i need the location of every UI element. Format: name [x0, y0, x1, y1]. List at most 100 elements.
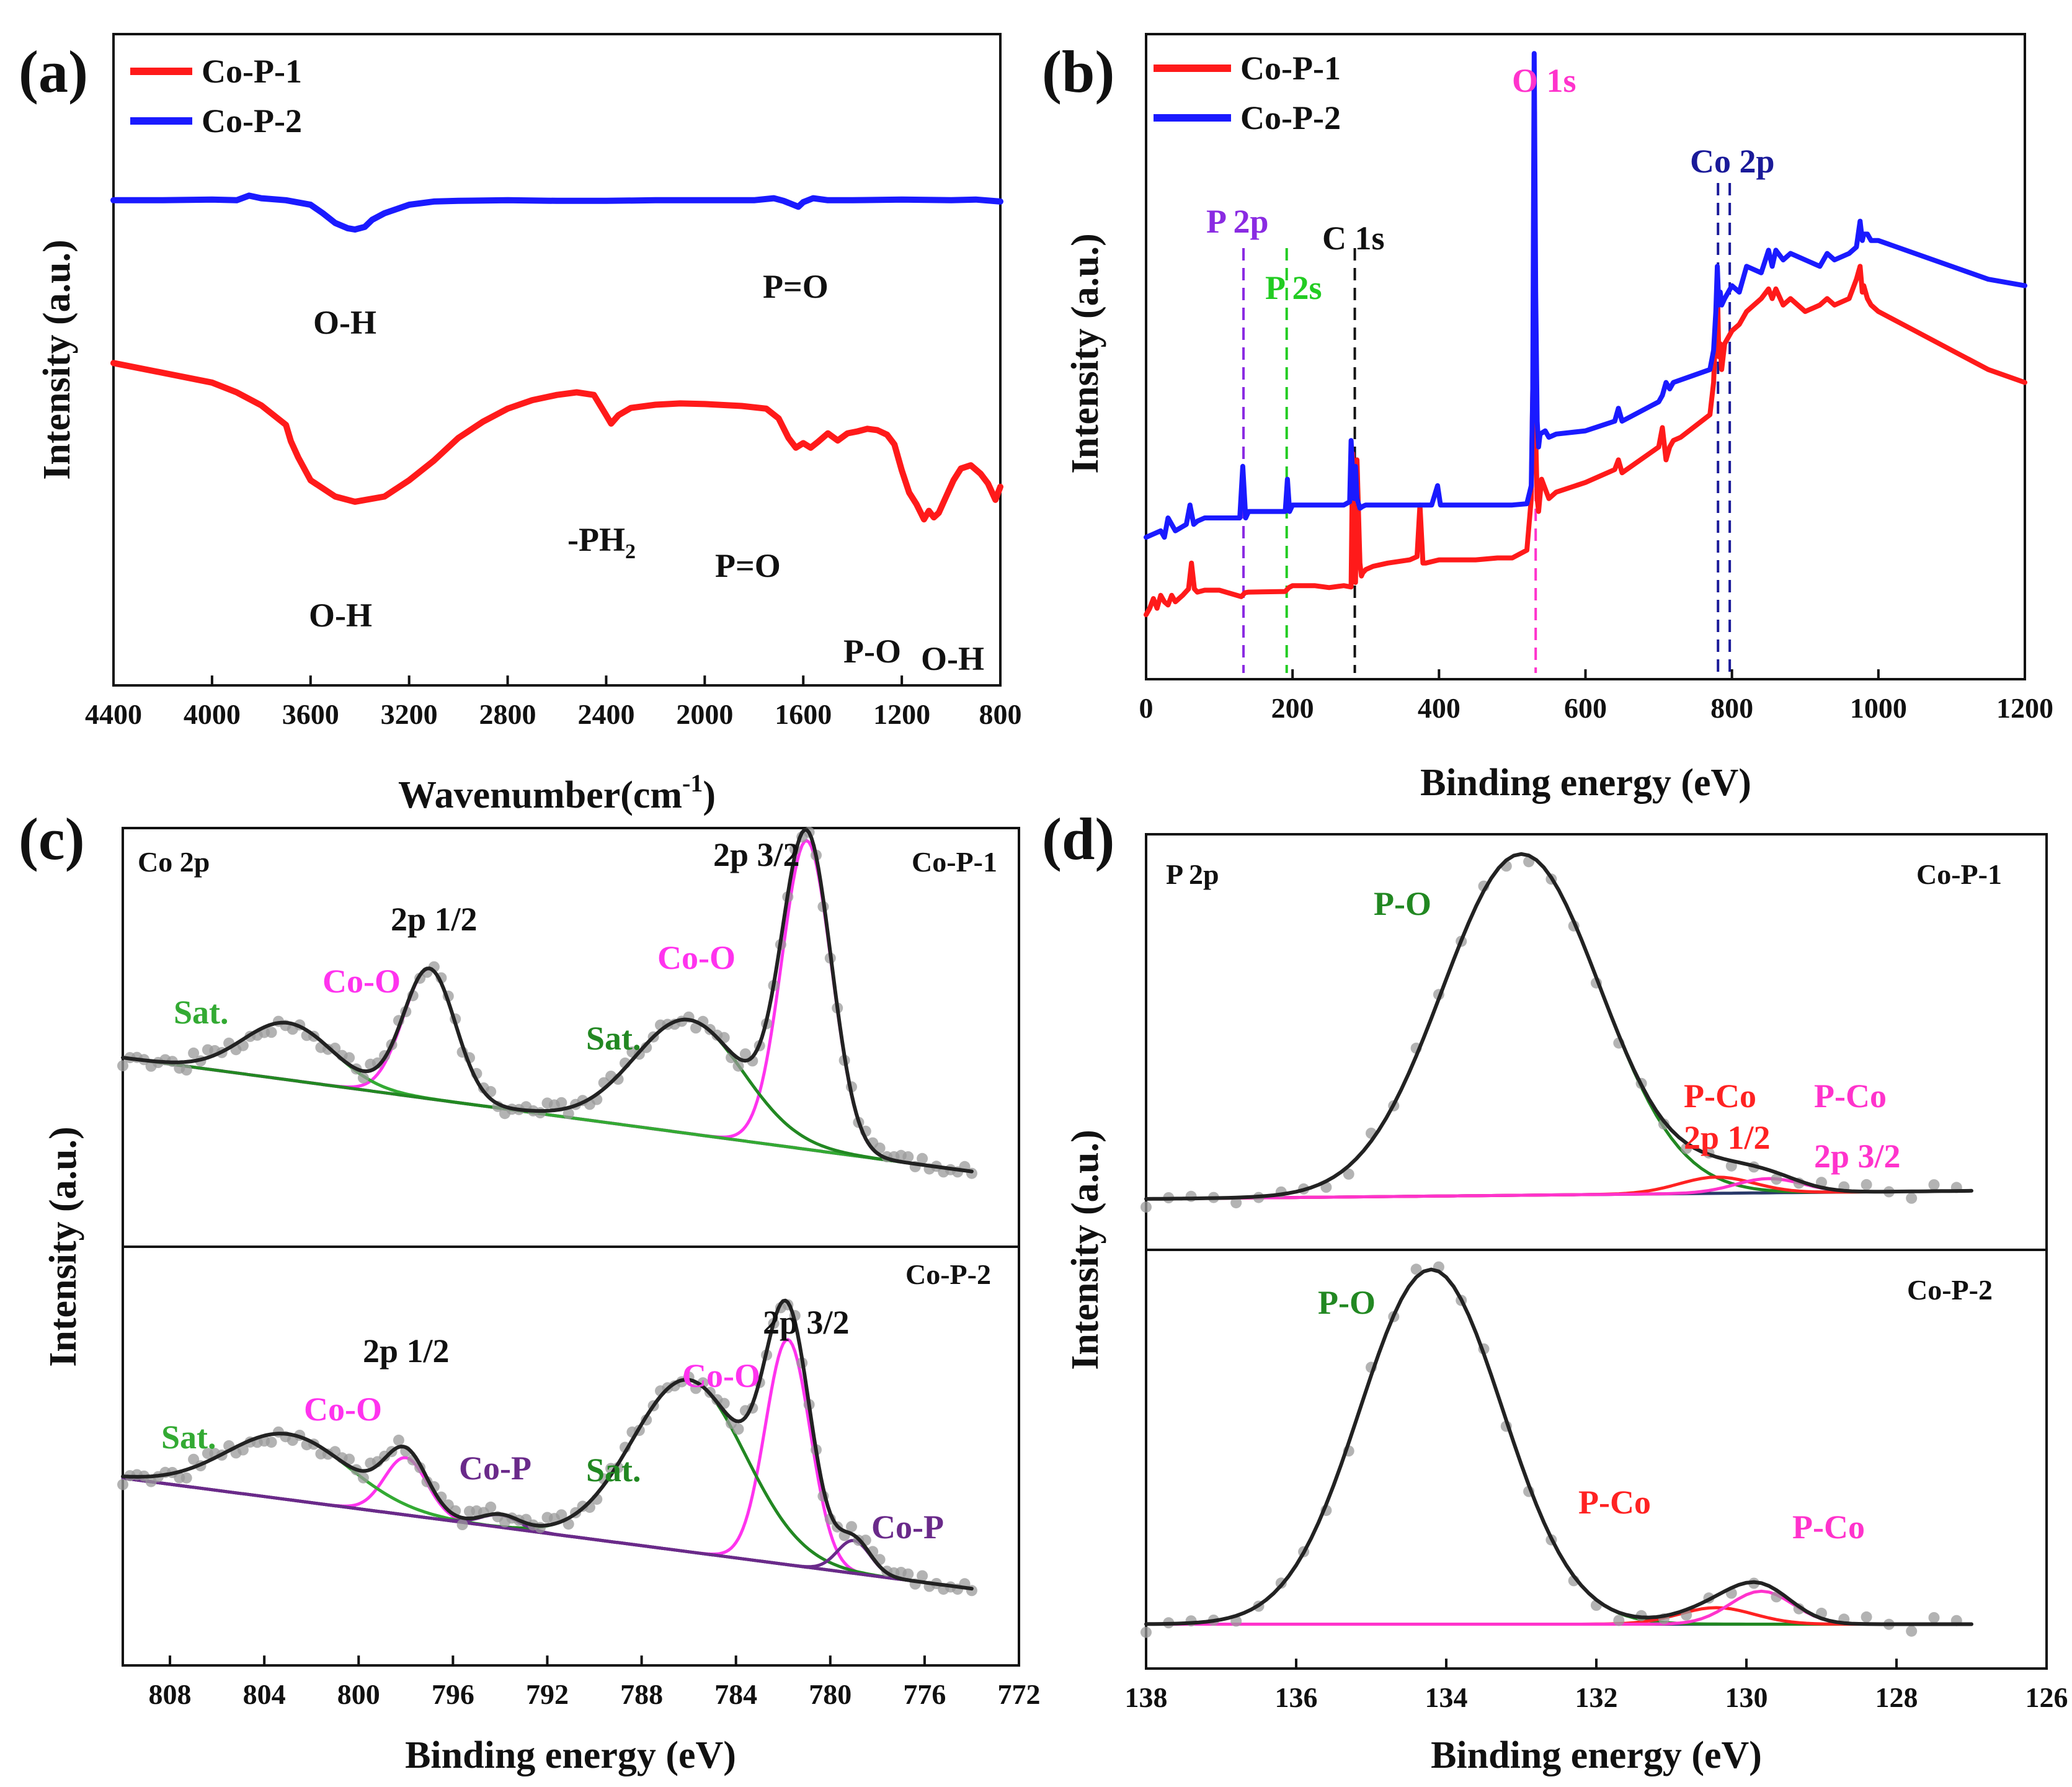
panel-a-x-tick-label-800: 800: [979, 698, 1022, 730]
panel-c-letter: (c): [19, 806, 85, 872]
panel-c-cop-1: Co-P: [459, 1450, 531, 1487]
panel-c-x-ticks: 808 804 800 796 792 788 784 780 776 772: [149, 1656, 1041, 1710]
legend-label-co-p-1-b: Co-P-1: [1240, 50, 1341, 87]
panel-d-po-bottom: P-O: [1318, 1284, 1376, 1321]
panel-b-peak-markers: [1242, 112, 1732, 673]
panel-d-pco2b-top: 2p 3/2: [1814, 1138, 1901, 1175]
panel-c-region-label: Co 2p: [138, 846, 210, 878]
panel-c-raw-data-0: [117, 826, 977, 1179]
panel-c-component-0-0: [121, 967, 974, 1174]
panel-c-sat-2-bottom: Sat.: [586, 1451, 641, 1489]
panel-c-x-tick-label-776: 776: [903, 1678, 946, 1710]
panel-d-data-point: [1906, 1192, 1918, 1204]
panel-c: (c) 808 804 800 796 792 788 784 780 776 772 Co 2p…: [19, 806, 1041, 1776]
panel-c-data-point: [732, 1424, 744, 1435]
panel-d-pco2-bottom: P-Co: [1792, 1508, 1865, 1546]
panel-c-x-tick-label-808: 808: [149, 1678, 192, 1710]
panel-c-component-1-2: [121, 1432, 974, 1590]
panel-c-data-point: [690, 1022, 701, 1034]
panel-c-data-point: [265, 1027, 277, 1038]
annotation-oh-red-2: O-H: [921, 640, 984, 677]
panel-c-x-axis-title: Binding energy (eV): [405, 1734, 736, 1776]
panel-c-component-1-5: [121, 1476, 974, 1590]
panel-c-coo-1-top: Co-O: [322, 963, 401, 1000]
panel-d-y-axis-title: Intensity (a.u.): [1064, 1130, 1106, 1370]
panel-d-po-top: P-O: [1374, 885, 1431, 922]
panel-d-envelope-1: [1144, 1267, 1973, 1626]
panel-b-x-tick-label-0: 0: [1139, 692, 1154, 724]
panel-c-2p12-top: 2p 1/2: [391, 901, 478, 938]
panel-d-data-point: [1928, 1179, 1940, 1191]
annotation-po-blue: P=O: [763, 268, 829, 305]
panel-c-sat-1-top: Sat.: [174, 994, 229, 1031]
panel-c-data-point: [117, 1479, 128, 1491]
panel-c-envelope-1: [121, 1298, 974, 1591]
panel-c-component-0-3: [121, 1018, 974, 1174]
panel-a: (a) 4400 4000 3600 3200 2800 2400 2000 1600 1200…: [19, 33, 1022, 816]
panel-d-x-tick-label-132: 132: [1575, 1682, 1618, 1713]
annotation-ph2: -PH2: [567, 521, 636, 563]
marker-label-p-2p: P 2p: [1206, 203, 1269, 240]
panel-d-data-point: [1613, 1615, 1625, 1626]
panel-d-data-point: [1343, 1168, 1354, 1180]
panel-d-data-point: [1410, 1263, 1422, 1275]
panel-c-envelope-0: [121, 827, 974, 1174]
panel-c-component-1-1: [121, 1338, 974, 1590]
series-line-b-co-p-1: [1144, 264, 2027, 617]
panel-a-x-tick-label-2400: 2400: [577, 698, 634, 730]
panel-d-data-point: [1928, 1612, 1940, 1623]
panel-c-2p32-bottom: 2p 3/2: [763, 1304, 850, 1341]
marker-label-c-1s: C 1s: [1322, 220, 1385, 257]
panel-c-2p32-top: 2p 3/2: [713, 836, 800, 873]
annotation-oh-blue: O-H: [313, 304, 376, 341]
panel-d-data-point: [1140, 1626, 1152, 1638]
panel-c-data-point: [180, 1472, 192, 1484]
panel-d-letter: (d): [1042, 806, 1114, 872]
panel-c-data-point: [902, 1568, 914, 1580]
panel-c-x-tick-label-780: 780: [809, 1678, 851, 1710]
panel-d-x-tick-label-128: 128: [1875, 1682, 1918, 1713]
panel-d-pco2-top: P-Co: [1814, 1077, 1887, 1115]
marker-label-p-2s: P 2s: [1265, 269, 1322, 306]
panel-d-x-tick-label-130: 130: [1725, 1682, 1768, 1713]
panel-c-data-point: [265, 1437, 277, 1448]
marker-label-co-2p: Co 2p: [1690, 143, 1775, 180]
panel-a-letter: (a): [19, 38, 88, 105]
panel-c-plot-area: [117, 826, 977, 1597]
panel-d-x-tick-label-136: 136: [1275, 1682, 1318, 1713]
panel-c-data-point: [357, 1472, 369, 1484]
panel-c-cop-2: Co-P: [871, 1508, 944, 1546]
series-line-co-p-2: [110, 192, 1003, 233]
panel-d-x-axis-title: Binding energy (eV): [1431, 1734, 1762, 1776]
panel-d-region-label: P 2p: [1166, 858, 1219, 890]
panel-d-pco1b-top: 2p 1/2: [1684, 1119, 1771, 1156]
panel-a-x-ticks: 4400 4000 3600 3200 2800 2400 2000 1600 1200 800: [85, 675, 1022, 730]
panel-c-2p12-bottom: 2p 1/2: [363, 1332, 450, 1370]
panel-c-data-point: [456, 1519, 468, 1530]
panel-b-x-tick-label-200: 200: [1271, 692, 1314, 724]
panel-d: (d) 138 136 134 132 130 128 126 P 2p Co-P-1 P-…: [1042, 806, 2068, 1776]
panel-c-data-point: [739, 1048, 751, 1060]
panel-c-x-tick-label-792: 792: [526, 1678, 569, 1710]
panel-b-x-ticks: 0 200 400 600 800 1000 1200: [1139, 669, 2053, 724]
panel-c-coo-1-bottom: Co-O: [304, 1391, 382, 1428]
marker-label-o-1s: O 1s: [1512, 62, 1576, 99]
panel-c-data-point: [344, 1453, 355, 1465]
panel-c-x-tick-label-772: 772: [998, 1678, 1041, 1710]
panel-d-envelope-0: [1144, 852, 1973, 1201]
panel-b-x-tick-label-400: 400: [1418, 692, 1461, 724]
panel-d-data-point: [1861, 1179, 1872, 1190]
panel-c-data-point: [846, 1521, 857, 1533]
panel-a-x-tick-label-3600: 3600: [282, 698, 339, 730]
panel-b: (b) 0 200 400 600 800 1000 1200 Co-P-1 Co-P-2 …: [1042, 33, 2053, 804]
panel-c-sat-2-top: Sat.: [586, 1020, 641, 1057]
panel-c-data-point: [902, 1151, 914, 1162]
panel-d-data-point: [1906, 1625, 1918, 1637]
panel-c-component-1-3: [121, 1378, 974, 1590]
panel-d-component-1-0: [1144, 1268, 1973, 1626]
panel-c-sample-1: Co-P-1: [912, 846, 997, 878]
panel-c-data-point: [188, 1453, 200, 1465]
panel-c-coo-2-bottom: Co-O: [682, 1357, 760, 1394]
panel-a-x-tick-label-1200: 1200: [873, 698, 930, 730]
